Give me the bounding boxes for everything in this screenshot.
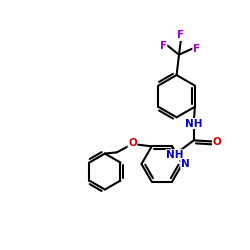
Text: N: N: [181, 159, 190, 169]
Text: O: O: [128, 138, 137, 148]
Text: F: F: [193, 44, 200, 54]
Text: O: O: [212, 136, 221, 146]
Text: NH: NH: [166, 150, 183, 160]
Text: NH: NH: [185, 118, 202, 128]
Text: F: F: [177, 30, 184, 40]
Text: F: F: [160, 40, 167, 50]
